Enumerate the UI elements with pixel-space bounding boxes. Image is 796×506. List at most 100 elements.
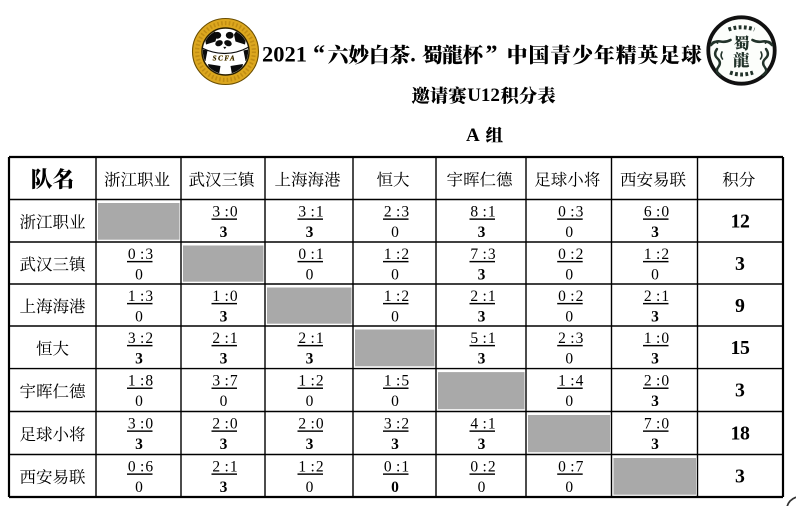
svg-text:0: 0 (230, 288, 238, 305)
svg-text:1: 1 (230, 330, 238, 347)
svg-text:0: 0 (661, 330, 669, 347)
svg-text:0: 0 (565, 393, 573, 410)
svg-text:1: 1 (384, 373, 392, 390)
svg-text:0: 0 (565, 350, 573, 367)
svg-text:1: 1 (128, 373, 136, 390)
svg-text:3: 3 (651, 436, 659, 453)
svg-text::: : (140, 330, 144, 347)
svg-text::: : (656, 288, 660, 305)
svg-text:0: 0 (230, 204, 238, 221)
svg-text:7: 7 (470, 246, 478, 263)
svg-text:3: 3 (128, 330, 136, 347)
svg-text:7: 7 (230, 373, 238, 390)
svg-text:12: 12 (731, 210, 750, 232)
svg-text:0: 0 (558, 459, 566, 476)
svg-text:3: 3 (128, 416, 136, 433)
svg-text::: : (570, 459, 574, 476)
svg-text::: : (310, 204, 314, 221)
svg-text::: : (310, 459, 314, 476)
svg-text:0: 0 (565, 224, 573, 241)
svg-text:0: 0 (661, 416, 669, 433)
svg-text:0: 0 (230, 416, 238, 433)
svg-text:0: 0 (661, 373, 669, 390)
svg-text:3: 3 (478, 436, 486, 453)
svg-text:0: 0 (470, 459, 478, 476)
svg-text:2: 2 (661, 246, 669, 263)
svg-text:3: 3 (220, 479, 228, 496)
svg-text:1: 1 (316, 246, 324, 263)
svg-text:0: 0 (661, 204, 669, 221)
svg-text:2: 2 (384, 204, 392, 221)
svg-text:3: 3 (220, 224, 228, 241)
svg-text:9: 9 (735, 295, 745, 317)
svg-text:0: 0 (135, 479, 143, 496)
svg-text:3: 3 (735, 379, 745, 401)
svg-text:8: 8 (145, 373, 153, 390)
svg-text:3: 3 (576, 330, 584, 347)
svg-text:1: 1 (488, 416, 496, 433)
svg-text:3: 3 (735, 253, 745, 275)
svg-text::: : (656, 416, 660, 433)
svg-text::: : (224, 204, 228, 221)
svg-text:2: 2 (145, 330, 153, 347)
svg-text:0: 0 (565, 308, 573, 325)
svg-text:3: 3 (135, 436, 143, 453)
svg-text::: : (396, 459, 400, 476)
svg-text:SCFA: SCFA (213, 54, 237, 62)
svg-text:2: 2 (401, 288, 409, 305)
svg-text:1: 1 (488, 288, 496, 305)
svg-text:3: 3 (145, 288, 153, 305)
svg-text:1: 1 (384, 288, 392, 305)
svg-text:0: 0 (128, 459, 136, 476)
svg-text:0: 0 (306, 479, 314, 496)
svg-text:3: 3 (478, 224, 486, 241)
svg-text:2: 2 (576, 246, 584, 263)
svg-text:1: 1 (401, 459, 409, 476)
svg-text:3: 3 (306, 224, 314, 241)
svg-text:0: 0 (135, 266, 143, 283)
svg-text:3: 3 (651, 350, 659, 367)
svg-text:2: 2 (470, 288, 478, 305)
svg-text:6: 6 (644, 204, 652, 221)
svg-text:0: 0 (391, 308, 399, 325)
svg-text:2021: 2021 (262, 42, 307, 67)
svg-text:0: 0 (135, 393, 143, 410)
svg-text:3: 3 (651, 224, 659, 241)
svg-text:3: 3 (212, 373, 220, 390)
svg-text::: : (310, 246, 314, 263)
svg-text:3: 3 (488, 246, 496, 263)
svg-text:6: 6 (145, 459, 153, 476)
svg-text::: : (570, 330, 574, 347)
svg-text:2: 2 (401, 416, 409, 433)
svg-text:2: 2 (298, 416, 306, 433)
svg-text::: : (482, 416, 486, 433)
svg-text::: : (570, 204, 574, 221)
svg-text:1: 1 (230, 459, 238, 476)
svg-text:5: 5 (401, 373, 409, 390)
svg-text::: : (310, 330, 314, 347)
svg-text::: : (570, 288, 574, 305)
svg-text::: : (140, 459, 144, 476)
svg-text::: : (482, 204, 486, 221)
svg-text:3: 3 (135, 350, 143, 367)
svg-text:0: 0 (558, 246, 566, 263)
svg-text:2: 2 (401, 246, 409, 263)
svg-text:3: 3 (478, 350, 486, 367)
svg-text::: : (140, 373, 144, 390)
svg-text::: : (396, 246, 400, 263)
svg-text::: : (224, 459, 228, 476)
svg-text:0: 0 (135, 308, 143, 325)
svg-text:0: 0 (128, 246, 136, 263)
svg-text::: : (482, 246, 486, 263)
svg-text:0: 0 (391, 393, 399, 410)
svg-text:1: 1 (128, 288, 136, 305)
svg-text:0: 0 (565, 266, 573, 283)
svg-text::: : (140, 288, 144, 305)
svg-text:2: 2 (316, 459, 324, 476)
svg-text::: : (656, 246, 660, 263)
svg-text:3: 3 (651, 393, 659, 410)
svg-text:3: 3 (220, 308, 228, 325)
svg-text:1: 1 (488, 330, 496, 347)
svg-text:.: . (410, 42, 416, 67)
svg-text::: : (310, 416, 314, 433)
